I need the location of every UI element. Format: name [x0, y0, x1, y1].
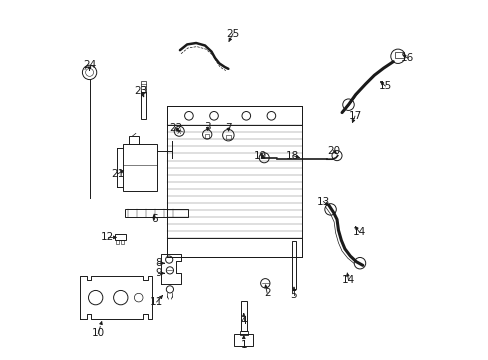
- Text: 23: 23: [134, 86, 147, 96]
- Bar: [141, 81, 145, 92]
- Text: 15: 15: [378, 81, 391, 91]
- Text: 20: 20: [326, 145, 339, 156]
- Text: 17: 17: [347, 111, 361, 121]
- Text: 1: 1: [240, 340, 246, 350]
- Text: 2: 2: [263, 288, 270, 298]
- Text: 10: 10: [91, 328, 104, 338]
- Bar: [291, 241, 296, 289]
- Text: 8: 8: [155, 258, 162, 268]
- Bar: [116, 240, 119, 244]
- Bar: [121, 240, 123, 244]
- Text: 21: 21: [111, 168, 124, 179]
- Bar: [167, 107, 301, 257]
- Text: 12: 12: [101, 232, 114, 242]
- Text: 19: 19: [253, 150, 267, 161]
- Text: 7: 7: [224, 123, 231, 133]
- Text: 14: 14: [352, 227, 365, 237]
- Bar: [167, 107, 301, 125]
- Bar: [239, 330, 247, 335]
- Bar: [394, 51, 403, 58]
- Text: 14: 14: [341, 275, 354, 285]
- Text: 3: 3: [204, 122, 211, 132]
- Bar: [125, 210, 188, 217]
- Bar: [167, 238, 301, 257]
- Bar: [141, 92, 145, 119]
- Text: 6: 6: [150, 215, 157, 224]
- Text: 4: 4: [240, 316, 246, 325]
- Bar: [234, 334, 253, 346]
- Text: 13: 13: [316, 197, 329, 207]
- Text: 16: 16: [400, 53, 413, 63]
- Text: 5: 5: [290, 291, 297, 301]
- Bar: [123, 144, 157, 191]
- Text: 18: 18: [285, 150, 299, 161]
- Bar: [204, 134, 209, 138]
- Text: 22: 22: [169, 123, 182, 133]
- Bar: [115, 234, 126, 240]
- Bar: [128, 136, 139, 144]
- Text: 25: 25: [226, 29, 239, 39]
- Bar: [241, 301, 246, 331]
- Bar: [225, 135, 230, 139]
- Text: 11: 11: [150, 297, 163, 307]
- Text: 24: 24: [83, 60, 96, 70]
- Text: 9: 9: [155, 268, 162, 278]
